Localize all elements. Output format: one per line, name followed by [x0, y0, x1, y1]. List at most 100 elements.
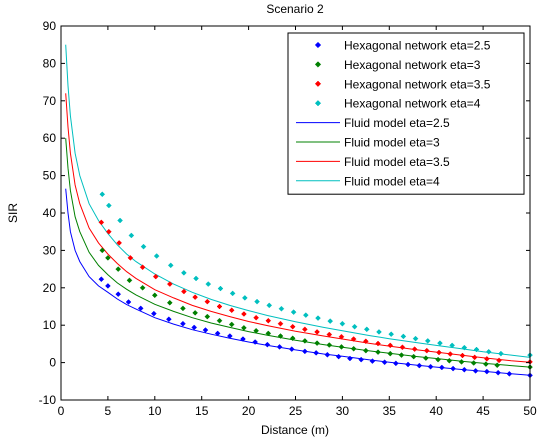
data-point [115, 266, 122, 272]
data-point [375, 349, 381, 355]
y-tick-label: 30 [43, 243, 57, 257]
data-point [393, 360, 399, 367]
x-tick-label: 50 [523, 404, 537, 418]
data-point [358, 356, 365, 363]
y-tick-label: 60 [43, 131, 57, 145]
x-tick-label: 45 [476, 404, 490, 418]
data-point [302, 348, 308, 355]
y-tick-label: 40 [43, 206, 57, 220]
data-point [204, 313, 211, 320]
x-tick-label: 30 [336, 404, 350, 418]
data-point [450, 365, 456, 372]
data-point [105, 202, 112, 209]
data-point [151, 292, 158, 299]
data-point [410, 353, 417, 360]
data-point [252, 339, 259, 345]
data-point [105, 283, 111, 289]
data-point [166, 281, 173, 287]
data-point [398, 352, 405, 358]
data-point [369, 358, 376, 364]
data-point [387, 342, 394, 349]
series-line [65, 138, 531, 368]
legend-label: Hexagonal network eta=2.5 [344, 39, 491, 53]
data-point [241, 295, 248, 301]
data-point [277, 320, 284, 327]
data-point [339, 320, 346, 327]
x-tick-label: 5 [105, 404, 112, 418]
data-point [277, 333, 284, 339]
data-point [350, 345, 357, 352]
data-point [314, 329, 320, 335]
data-point [105, 255, 111, 261]
data-point [140, 243, 147, 250]
data-point [151, 310, 157, 317]
legend-marker [314, 41, 322, 49]
data-point [181, 269, 187, 276]
data-point [399, 344, 406, 351]
data-point [314, 340, 320, 347]
data-point [228, 321, 235, 328]
data-point [216, 303, 223, 310]
data-point [327, 318, 334, 324]
y-tick-label: 90 [43, 19, 57, 33]
data-point [139, 264, 146, 271]
data-point [116, 240, 123, 246]
x-tick-label: 0 [58, 404, 65, 418]
data-point [217, 285, 224, 292]
data-point [180, 320, 186, 327]
data-point [253, 327, 259, 334]
data-point [166, 299, 173, 306]
data-point [496, 357, 502, 364]
data-point [436, 349, 442, 356]
y-tick-label: 50 [43, 169, 57, 183]
data-point [338, 344, 345, 350]
legend-label: Hexagonal network eta=4 [344, 97, 481, 111]
data-point [302, 312, 309, 318]
data-point [416, 362, 423, 369]
data-point [205, 281, 212, 287]
data-point [315, 315, 321, 321]
data-point [127, 255, 134, 261]
data-point [435, 356, 441, 363]
data-point [228, 307, 235, 314]
legend-label: Hexagonal network eta=3 [344, 58, 481, 72]
data-point [437, 340, 443, 347]
data-point [289, 323, 296, 330]
data-point [400, 333, 407, 340]
data-point [412, 335, 419, 342]
data-point [99, 191, 106, 198]
data-point [427, 363, 434, 370]
data-point [115, 291, 122, 298]
data-point [193, 275, 199, 282]
data-point [216, 317, 223, 324]
data-point [117, 217, 123, 224]
y-tick-label: -10 [39, 393, 57, 407]
data-point [483, 356, 490, 362]
legend-marker [314, 80, 322, 87]
data-point [99, 247, 106, 254]
data-point [139, 284, 146, 291]
legend-label: Hexagonal network eta=3.5 [344, 77, 491, 91]
y-tick-label: 80 [43, 56, 57, 70]
data-point [471, 354, 478, 361]
data-point [202, 327, 209, 333]
data-point [424, 338, 431, 344]
data-point [472, 367, 479, 374]
data-point [405, 361, 411, 368]
data-point [253, 314, 259, 321]
y-tick-label: 10 [43, 318, 57, 332]
data-point [98, 219, 105, 226]
data-point [347, 355, 353, 362]
data-point [498, 350, 504, 357]
data-point [302, 326, 308, 333]
data-point [338, 333, 345, 340]
data-point [446, 357, 453, 364]
data-point [181, 288, 187, 295]
data-point [214, 330, 221, 337]
data-point [449, 342, 455, 349]
data-point [362, 347, 369, 354]
x-tick-label: 10 [148, 404, 162, 418]
data-point [105, 228, 112, 235]
data-point [494, 362, 501, 369]
